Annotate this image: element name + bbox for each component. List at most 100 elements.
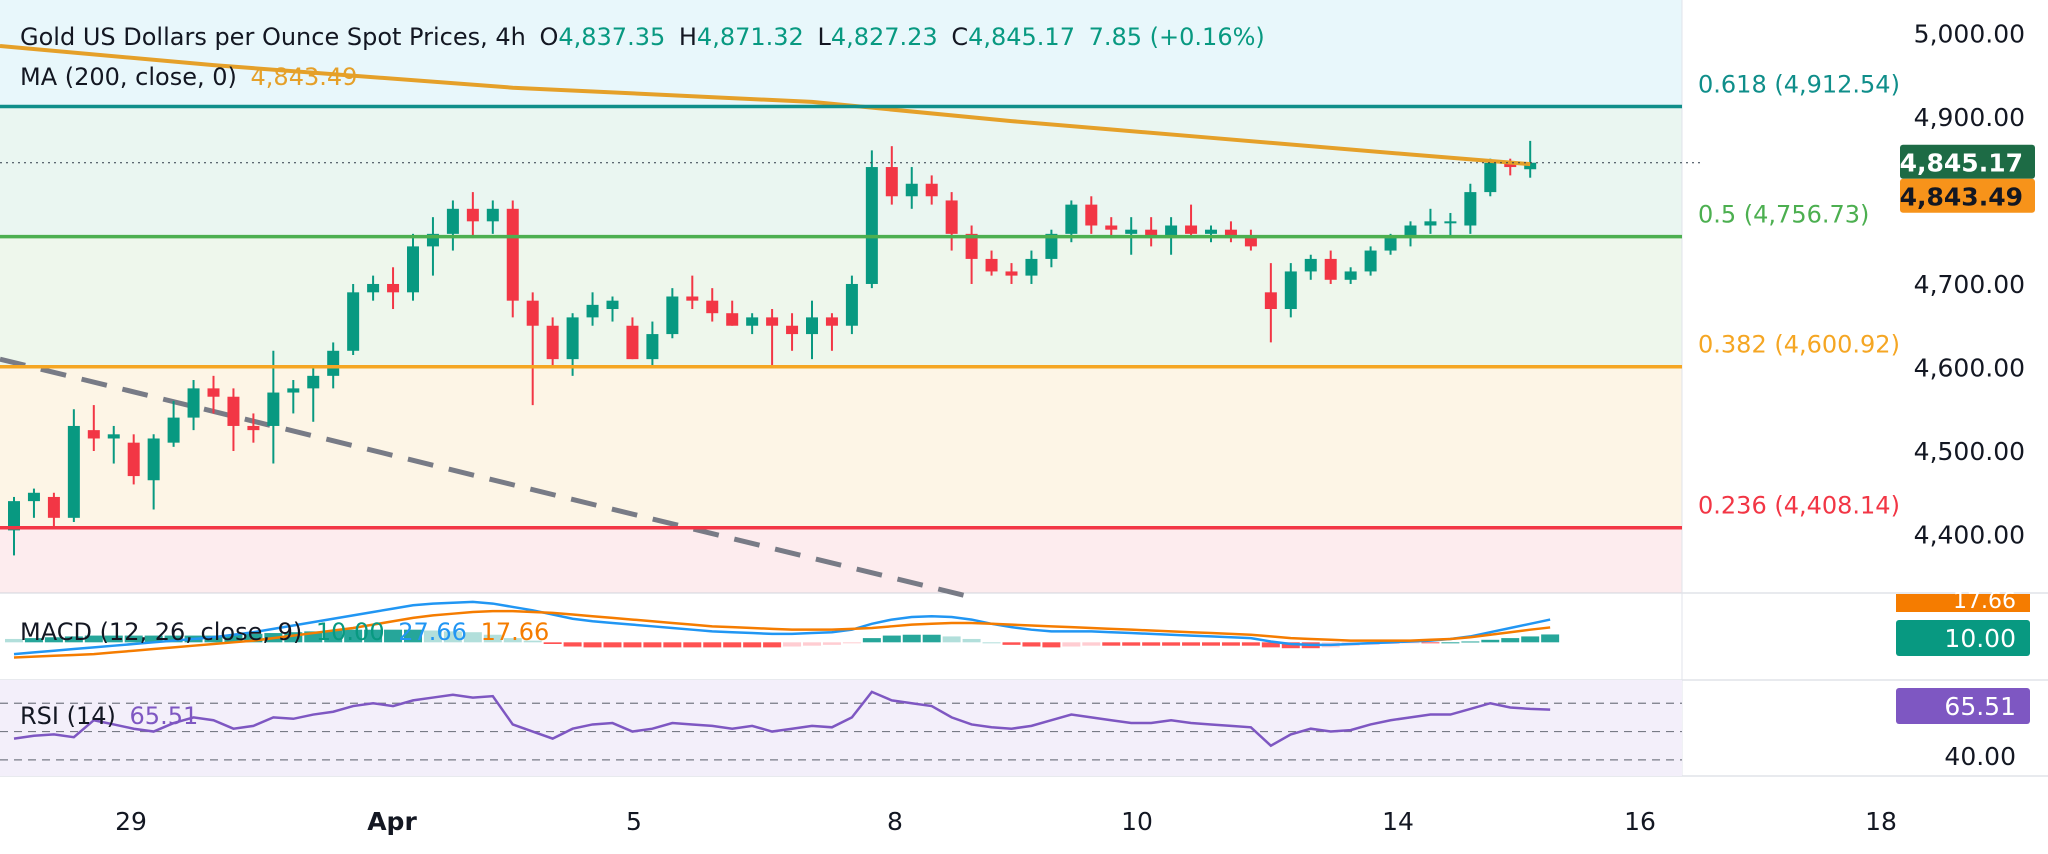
candle-body [327, 350, 340, 376]
candle-body [227, 396, 240, 426]
candle-body [626, 325, 639, 360]
candle-body [925, 183, 938, 197]
candle-body [845, 283, 858, 326]
price-axis: 5,000.00 4,900.00 4,700.00 4,600.00 4,500.00… [1900, 19, 2035, 550]
macd-signal-tag-text: 17.66 [1953, 589, 2016, 614]
candle-body [1185, 225, 1198, 234]
macd-hist-bar [1501, 638, 1520, 643]
candle-body [1344, 271, 1357, 280]
ma-label: MA (200, close, 0) [20, 63, 237, 91]
time-axis: 29 Apr 5 8 10 14 16 18 [115, 807, 1897, 836]
rsi-tag [1896, 688, 2030, 724]
candle-body [107, 434, 120, 439]
macd-hist-bar [842, 642, 861, 644]
candle-body [367, 283, 380, 293]
macd-hist-bar [902, 634, 921, 643]
rsi-tag-text: 65.51 [1944, 692, 2016, 721]
macd-hist-bar [882, 635, 901, 643]
macd-hist-bar [1002, 642, 1021, 645]
candle-body [885, 167, 898, 197]
x-tick-label: 10 [1121, 807, 1153, 836]
macd-hist-bar [284, 632, 303, 643]
macd-hist-bar [44, 637, 63, 643]
macd-hist-bar [1042, 642, 1061, 648]
macd-signal-value: 17.66 [480, 618, 550, 646]
candle-body [1264, 292, 1277, 310]
candle-body [1205, 229, 1217, 234]
candle-body [1125, 229, 1138, 234]
macd-hist-bar [244, 633, 263, 643]
candle-body [27, 492, 40, 502]
candle-body [1304, 258, 1317, 272]
open-label: O [539, 23, 559, 51]
candle-body [1504, 162, 1517, 168]
macd-hist-bar [1102, 642, 1121, 646]
macd-hist-bar [1122, 642, 1141, 646]
macd-hist-bar [1261, 642, 1280, 648]
last-price-tag-text: 4,845.17 [1900, 149, 2023, 178]
low-label: L [817, 23, 831, 51]
macd-hist-bar [1241, 642, 1260, 646]
candle-body [1444, 221, 1457, 224]
ma-200-line [0, 43, 1531, 167]
rsi-label: RSI (14) [20, 702, 116, 730]
macd-hist-bar [443, 631, 462, 643]
y-tick-label: 4,900.00 [1914, 103, 2025, 132]
macd-hist-bar [683, 642, 702, 648]
macd-hist-bar [962, 638, 981, 643]
macd-hist-tag [1896, 620, 2030, 656]
candle-body [307, 375, 320, 389]
candle-body [287, 388, 300, 393]
candle-body [686, 296, 699, 301]
candle-body [786, 325, 799, 335]
candle-body [865, 167, 878, 284]
macd-hist-bar [603, 642, 622, 648]
macd-hist-bar [104, 635, 123, 643]
macd-hist-bar [1221, 642, 1240, 646]
macd-hist-bar [723, 642, 742, 648]
macd-hist-bar [783, 642, 802, 647]
fib-label-0.382: 0.382 (4,600.92) [1698, 331, 1900, 359]
legend-header: Gold US Dollars per Ounce Spot Prices, 4… [20, 22, 1271, 52]
candle-body [806, 317, 818, 335]
macd-hist-bar [463, 632, 482, 643]
macd-hist-bar [1541, 634, 1560, 643]
candle-body [187, 388, 200, 418]
macd-hist-bar [24, 638, 43, 643]
candle-body [407, 246, 419, 293]
candle-body [1105, 225, 1118, 230]
macd-hist-bar [503, 638, 522, 643]
macd-hist-tag-text: 10.00 [1944, 624, 2016, 653]
macd-hist-bar [1202, 642, 1220, 646]
rsi-value: 65.51 [129, 702, 199, 730]
macd-signal-line [13, 609, 1551, 659]
macd-hist-bar [84, 635, 103, 643]
candle-body [1045, 233, 1058, 259]
fib-lines: 0.618 (4,912.54) 0.5 (4,756.73) 0.382 (4,6… [0, 70, 1900, 530]
y-tick-label: 5,000.00 [1914, 19, 2025, 48]
candle-body [1284, 271, 1297, 310]
candle-body [726, 313, 739, 326]
candle-body [905, 183, 918, 197]
x-tick-label: 14 [1382, 807, 1414, 836]
candle-body [985, 258, 998, 272]
ma-legend: MA (200, close, 0) 4,843.49 [20, 62, 363, 92]
macd-hist-bar [1182, 642, 1201, 646]
candle-body [506, 208, 519, 301]
macd-hist-bar [124, 635, 143, 643]
macd-hist-bar [703, 642, 722, 648]
low-value: 4,827.23 [830, 23, 938, 51]
candle-body [1364, 250, 1377, 272]
candle-body [67, 425, 80, 518]
macd-hist-bar [643, 642, 662, 648]
candle-body [965, 233, 978, 259]
macd-hist-bar [1082, 642, 1101, 646]
rsi-line [13, 690, 1551, 748]
macd-hist-bar [1461, 641, 1480, 643]
close-label: C [951, 23, 969, 51]
candle-body [1065, 204, 1078, 234]
candle-body [526, 300, 539, 326]
candle-body [1244, 238, 1257, 247]
rsi-band [0, 680, 1682, 776]
